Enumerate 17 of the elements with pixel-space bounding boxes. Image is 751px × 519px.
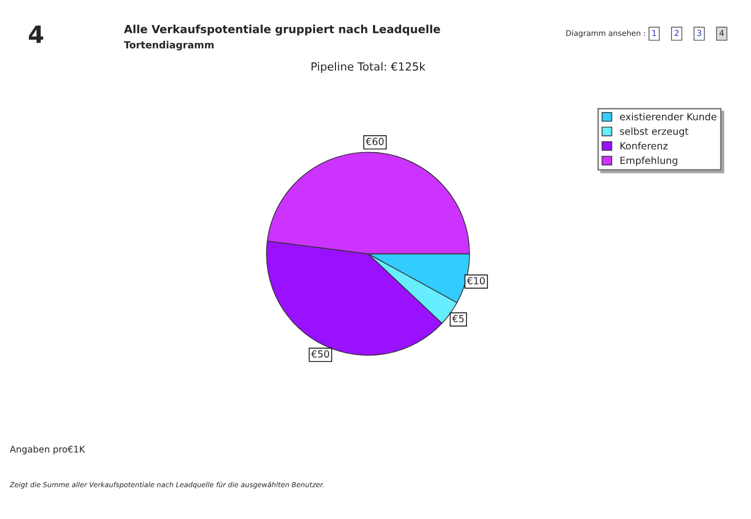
text: Tortendiagramm (124, 40, 214, 50)
data-label: €5 (452, 314, 464, 322)
text: 1 (652, 30, 656, 36)
text: Pipeline Total: €125k (312, 62, 426, 73)
legend-label: existierender Kunde (620, 112, 716, 120)
legend-label: Empfehlung (620, 156, 678, 166)
data-label: €50 (311, 350, 330, 358)
text: 3 (697, 30, 702, 36)
text: Angaben pro€1K (10, 446, 86, 454)
text: 4 (28, 26, 44, 43)
text: 4 (719, 30, 724, 36)
data-label: €10 (466, 277, 485, 284)
legend-label: selbst erzeugt (620, 127, 688, 137)
chart-title: Alle Verkaufspotentiale gruppiert nach Leadquelle (124, 24, 440, 36)
text: 2 (674, 30, 678, 36)
data-label: €60 (366, 138, 384, 146)
legend-label: Konferenz (620, 142, 668, 150)
